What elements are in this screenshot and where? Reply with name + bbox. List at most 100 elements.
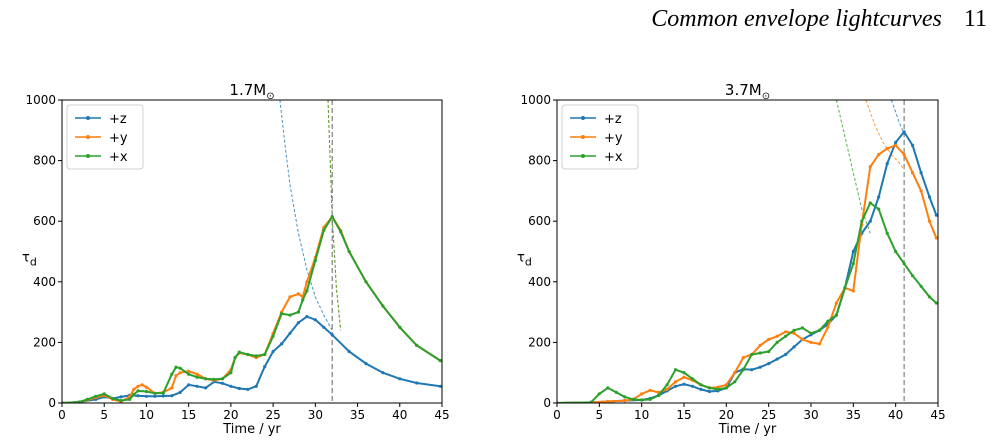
data-point-z bbox=[204, 386, 208, 390]
data-point-z bbox=[894, 140, 898, 144]
data-point-z bbox=[280, 342, 284, 346]
y-tick-label: 200 bbox=[528, 335, 551, 349]
data-point-x bbox=[724, 386, 728, 390]
data-point-z bbox=[246, 387, 250, 391]
data-point-x bbox=[296, 310, 300, 314]
panel-title-text: 1.7M bbox=[229, 81, 266, 99]
data-point-x bbox=[631, 397, 635, 401]
data-point-x bbox=[187, 372, 191, 376]
data-point-y bbox=[144, 385, 148, 389]
data-point-y bbox=[733, 371, 737, 375]
data-point-x bbox=[919, 284, 923, 288]
data-point-x bbox=[174, 365, 178, 369]
x-tick-label: 5 bbox=[100, 408, 108, 422]
dashed-fit-x bbox=[327, 100, 342, 331]
data-point-x bbox=[144, 389, 148, 394]
data-point-y bbox=[136, 384, 140, 388]
data-point-z bbox=[330, 333, 334, 337]
data-point-y bbox=[885, 146, 889, 151]
data-point-x bbox=[313, 259, 317, 263]
data-point-x bbox=[212, 377, 216, 381]
data-point-x bbox=[707, 386, 712, 390]
data-point-z bbox=[195, 384, 199, 388]
data-point-z bbox=[868, 219, 872, 223]
data-point-z bbox=[271, 349, 275, 354]
data-point-x bbox=[94, 394, 98, 398]
data-point-z bbox=[767, 362, 771, 366]
y-tick-label: 200 bbox=[33, 335, 56, 349]
data-point-x bbox=[132, 392, 136, 397]
data-point-x bbox=[330, 215, 334, 219]
page-header: Common envelope lightcurves 11 bbox=[651, 6, 987, 33]
series-line-z bbox=[557, 130, 938, 403]
data-point-x bbox=[809, 331, 813, 335]
data-point-y bbox=[623, 399, 627, 403]
legend-box bbox=[66, 104, 144, 170]
data-point-y bbox=[305, 280, 309, 284]
y-axis-subscript: d bbox=[525, 256, 532, 269]
data-point-y bbox=[809, 340, 813, 344]
data-point-x bbox=[775, 340, 779, 344]
data-point-x bbox=[716, 387, 720, 391]
data-point-y bbox=[834, 301, 839, 305]
data-point-z bbox=[237, 386, 241, 391]
data-point-z bbox=[119, 395, 123, 399]
data-point-x bbox=[271, 334, 275, 338]
y-axis-symbol: τ bbox=[517, 251, 525, 266]
data-point-z bbox=[144, 394, 148, 398]
data-layer bbox=[62, 100, 442, 403]
dashed-fit-z bbox=[890, 100, 905, 134]
data-point-z bbox=[690, 384, 695, 388]
y-tick-label: 800 bbox=[528, 154, 551, 168]
y-tick-label: 400 bbox=[528, 275, 551, 289]
data-point-z bbox=[750, 368, 754, 372]
legend-marker-y bbox=[86, 135, 90, 139]
data-point-z bbox=[934, 213, 938, 217]
data-point-x bbox=[339, 230, 343, 234]
data-point-y bbox=[296, 292, 300, 296]
legend-label-x: +x bbox=[604, 150, 623, 165]
data-point-y bbox=[187, 369, 191, 373]
data-point-x bbox=[237, 350, 241, 354]
data-point-x bbox=[665, 383, 669, 387]
data-point-x bbox=[220, 377, 224, 381]
data-point-x bbox=[894, 249, 898, 254]
data-point-z bbox=[775, 357, 779, 361]
legend-label-x: +x bbox=[109, 150, 128, 165]
panel-title: 1.7M⊙ bbox=[229, 81, 274, 102]
data-point-y bbox=[288, 295, 292, 299]
data-layer bbox=[557, 100, 938, 403]
data-point-z bbox=[792, 345, 796, 349]
dashed-fit-y bbox=[327, 100, 342, 331]
panel-title-subscript: ⊙ bbox=[266, 91, 274, 102]
x-tick-label: 0 bbox=[58, 408, 66, 422]
legend-marker-z bbox=[581, 116, 585, 120]
data-point-y bbox=[682, 375, 686, 379]
data-point-x bbox=[597, 392, 601, 396]
data-point-z bbox=[170, 394, 174, 398]
data-point-x bbox=[902, 262, 906, 266]
y-axis-symbol: τ bbox=[22, 251, 30, 266]
data-point-x bbox=[246, 352, 250, 357]
chart-panel-1: 0 5 10 15 20 25 30 35 40 45 0 200 400 600 800 1000 Time … bbox=[22, 81, 450, 437]
data-point-y bbox=[817, 342, 822, 346]
data-point-y bbox=[877, 152, 881, 157]
data-point-x bbox=[877, 207, 881, 211]
data-point-z bbox=[364, 362, 368, 366]
data-point-x bbox=[111, 396, 115, 401]
data-point-z bbox=[885, 162, 889, 166]
x-tick-label: 40 bbox=[392, 408, 407, 422]
x-tick-label: 25 bbox=[265, 408, 280, 422]
data-point-z bbox=[682, 382, 686, 386]
data-point-z bbox=[381, 371, 385, 375]
data-point-x bbox=[77, 400, 81, 403]
data-point-x bbox=[868, 201, 872, 205]
data-point-x bbox=[843, 286, 847, 290]
data-point-x bbox=[834, 313, 839, 317]
data-point-x bbox=[153, 391, 157, 395]
x-tick-label: 15 bbox=[676, 408, 691, 422]
data-point-y bbox=[927, 219, 932, 223]
x-tick-label: 40 bbox=[888, 408, 903, 422]
data-point-y bbox=[767, 337, 771, 341]
